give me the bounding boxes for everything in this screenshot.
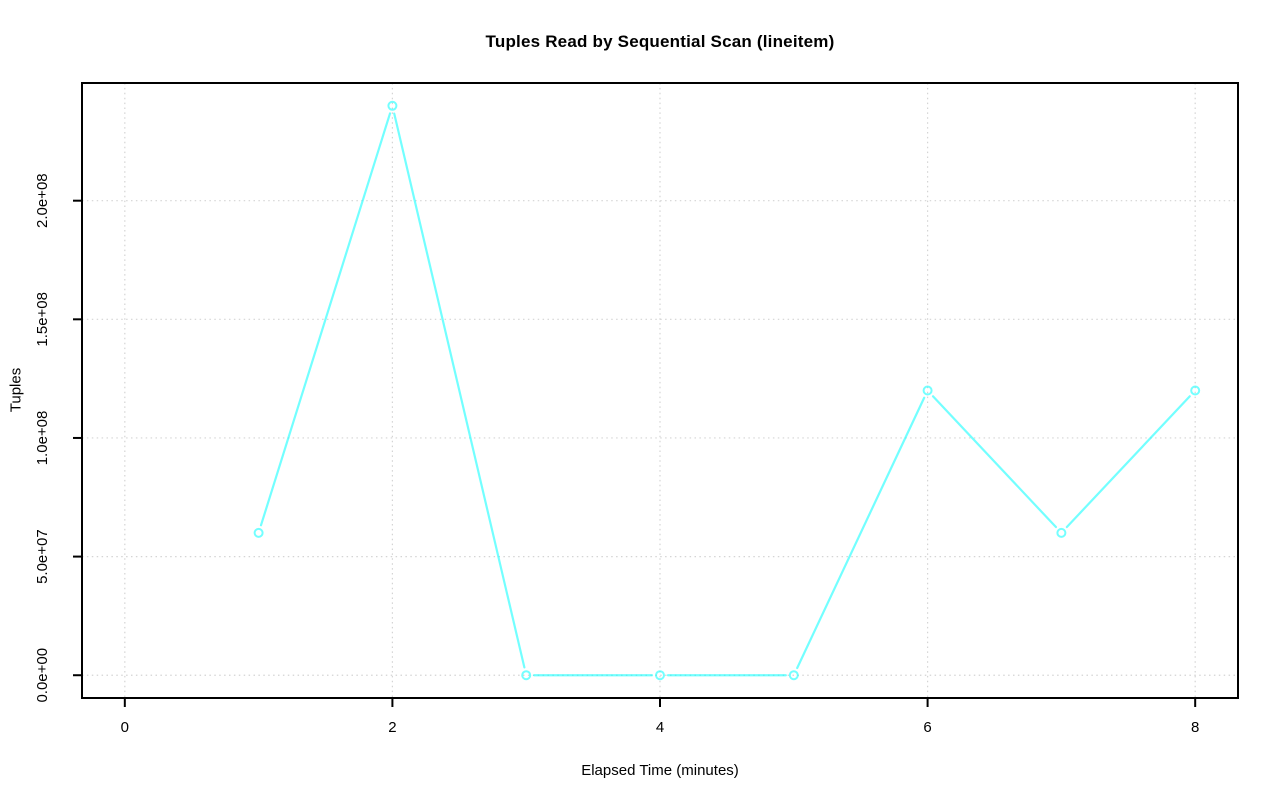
data-point bbox=[387, 100, 398, 111]
data-line-segment bbox=[796, 396, 926, 670]
y-tick-label: 1.5e+08 bbox=[34, 292, 51, 347]
data-line-segment bbox=[259, 112, 392, 527]
data-point bbox=[655, 670, 665, 681]
data-point bbox=[253, 527, 264, 538]
x-tick-label: 0 bbox=[121, 719, 129, 736]
data-point bbox=[922, 385, 933, 396]
y-axis-label: Tuples bbox=[7, 367, 25, 413]
data-line-segment bbox=[931, 395, 1058, 529]
x-tick-label: 2 bbox=[388, 719, 396, 736]
data-line-segment bbox=[393, 112, 526, 669]
y-tick-label: 1.0e+08 bbox=[34, 411, 51, 466]
data-point bbox=[788, 670, 799, 681]
data-point bbox=[1190, 385, 1201, 396]
plot-frame bbox=[81, 82, 1239, 699]
data-line-segment bbox=[1065, 395, 1191, 529]
x-tick-label: 4 bbox=[656, 719, 664, 736]
chart-title: Tuples Read by Sequential Scan (lineitem… bbox=[485, 32, 835, 51]
y-tick-label: 0.0e+00 bbox=[34, 648, 51, 703]
x-tick-label: 6 bbox=[923, 719, 931, 736]
y-tick-label: 5.0e+07 bbox=[34, 529, 51, 584]
x-tick-label: 8 bbox=[1191, 719, 1199, 736]
y-tick-label: 2.0e+08 bbox=[34, 173, 51, 228]
data-point bbox=[1056, 527, 1067, 538]
data-point bbox=[521, 670, 532, 681]
x-axis-label: Elapsed Time (minutes) bbox=[581, 762, 739, 779]
